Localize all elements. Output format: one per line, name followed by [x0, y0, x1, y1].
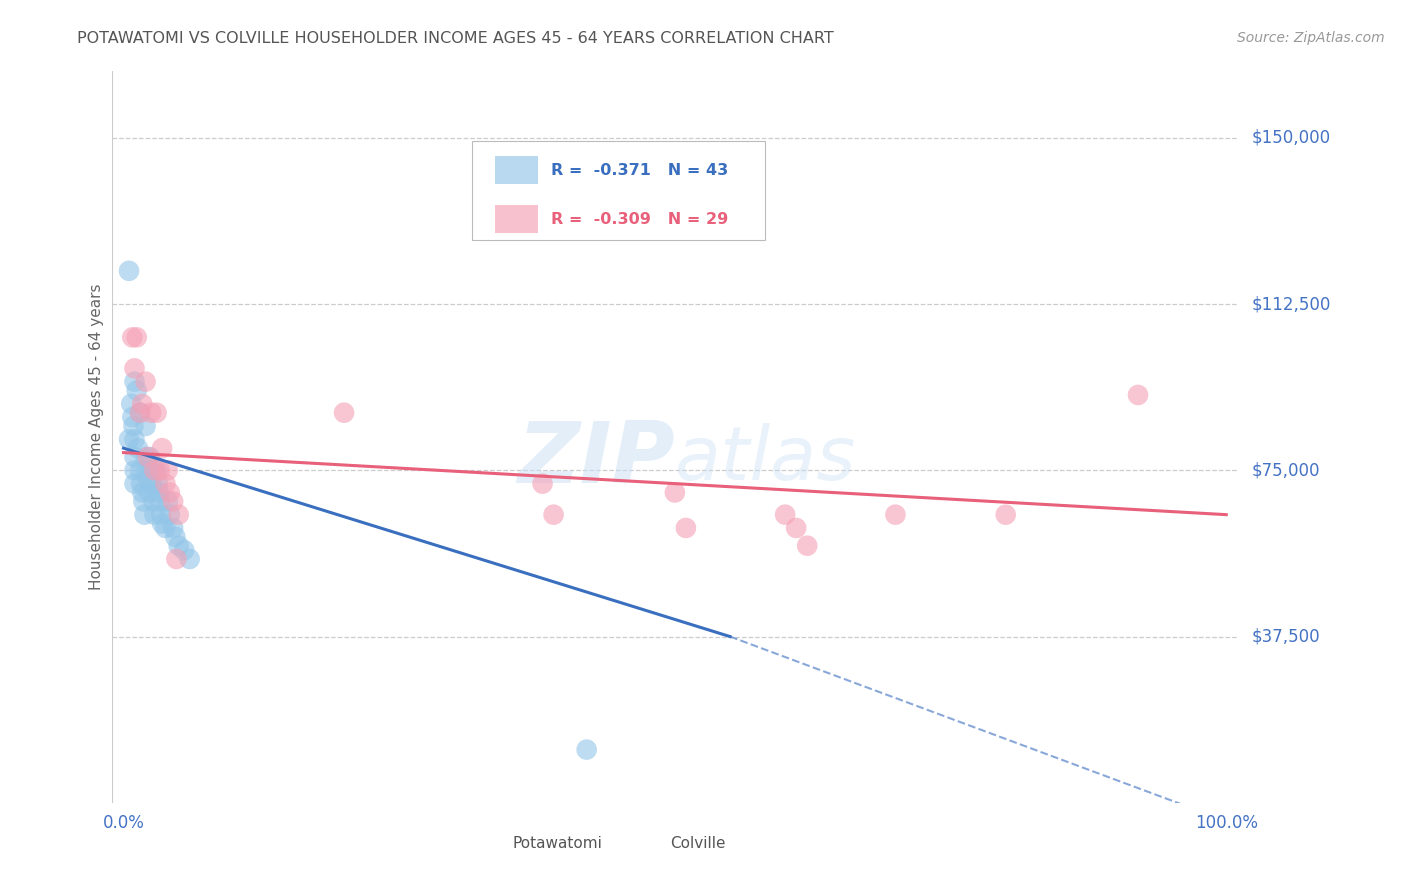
- Point: [129, 406, 152, 420]
- Point: [155, 476, 177, 491]
- Point: [135, 375, 157, 389]
- Point: [139, 463, 162, 477]
- Point: [159, 508, 181, 522]
- Point: [125, 384, 148, 398]
- Bar: [472, 833, 503, 855]
- Point: [139, 450, 162, 464]
- Point: [121, 330, 143, 344]
- Point: [150, 508, 173, 522]
- Point: [156, 494, 179, 508]
- Bar: [630, 833, 661, 855]
- Point: [162, 521, 184, 535]
- Text: $112,500: $112,500: [1251, 295, 1330, 313]
- Point: [142, 494, 165, 508]
- Point: [150, 441, 173, 455]
- Point: [1126, 388, 1149, 402]
- Point: [124, 463, 146, 477]
- Point: [132, 494, 155, 508]
- Point: [131, 485, 153, 500]
- Text: Source: ZipAtlas.com: Source: ZipAtlas.com: [1237, 31, 1385, 45]
- Point: [143, 463, 166, 477]
- Point: [149, 463, 172, 477]
- Point: [145, 406, 167, 420]
- Point: [145, 463, 167, 477]
- Point: [146, 476, 169, 491]
- Point: [149, 494, 172, 508]
- Point: [156, 463, 179, 477]
- Point: [136, 450, 159, 464]
- Point: [141, 476, 163, 491]
- Point: [796, 539, 818, 553]
- Point: [134, 508, 156, 522]
- Point: [143, 508, 166, 522]
- Point: [162, 494, 184, 508]
- Point: [785, 521, 807, 535]
- Point: [118, 264, 141, 278]
- Point: [543, 508, 565, 522]
- Bar: [495, 156, 537, 184]
- Point: [167, 508, 190, 522]
- Point: [135, 419, 157, 434]
- Point: [165, 530, 187, 544]
- Point: [173, 543, 195, 558]
- Point: [129, 406, 152, 420]
- Bar: [495, 205, 537, 233]
- Point: [129, 463, 152, 477]
- Text: POTAWATOMI VS COLVILLE HOUSEHOLDER INCOME AGES 45 - 64 YEARS CORRELATION CHART: POTAWATOMI VS COLVILLE HOUSEHOLDER INCOM…: [77, 31, 834, 46]
- Point: [575, 742, 598, 756]
- Point: [120, 397, 142, 411]
- Point: [159, 485, 181, 500]
- Point: [155, 521, 177, 535]
- Point: [333, 406, 356, 420]
- Point: [124, 432, 146, 446]
- Point: [773, 508, 796, 522]
- FancyBboxPatch shape: [472, 141, 765, 240]
- Point: [664, 485, 686, 500]
- Point: [124, 361, 146, 376]
- Point: [125, 330, 148, 344]
- Point: [135, 450, 157, 464]
- Text: R =  -0.371   N = 43: R = -0.371 N = 43: [551, 162, 728, 178]
- Point: [675, 521, 697, 535]
- Point: [118, 432, 141, 446]
- Point: [121, 410, 143, 425]
- Point: [139, 406, 162, 420]
- Text: Colville: Colville: [671, 837, 725, 851]
- Point: [138, 485, 160, 500]
- Text: $75,000: $75,000: [1251, 461, 1320, 479]
- Point: [165, 552, 187, 566]
- Point: [150, 516, 173, 531]
- Point: [124, 375, 146, 389]
- Text: Potawatomi: Potawatomi: [513, 837, 603, 851]
- Text: atlas: atlas: [675, 423, 856, 495]
- Point: [167, 539, 190, 553]
- Text: $37,500: $37,500: [1251, 628, 1320, 646]
- Text: R =  -0.309   N = 29: R = -0.309 N = 29: [551, 211, 728, 227]
- Point: [122, 419, 145, 434]
- Point: [179, 552, 201, 566]
- Point: [124, 476, 146, 491]
- Point: [129, 476, 152, 491]
- Point: [135, 463, 157, 477]
- Point: [124, 450, 146, 464]
- Y-axis label: Householder Income Ages 45 - 64 years: Householder Income Ages 45 - 64 years: [89, 284, 104, 591]
- Point: [136, 472, 159, 486]
- Text: ZIP: ZIP: [517, 417, 675, 500]
- Point: [994, 508, 1017, 522]
- Point: [131, 397, 153, 411]
- Point: [148, 485, 170, 500]
- Text: $150,000: $150,000: [1251, 128, 1330, 147]
- Point: [884, 508, 907, 522]
- Point: [127, 441, 149, 455]
- Point: [531, 476, 554, 491]
